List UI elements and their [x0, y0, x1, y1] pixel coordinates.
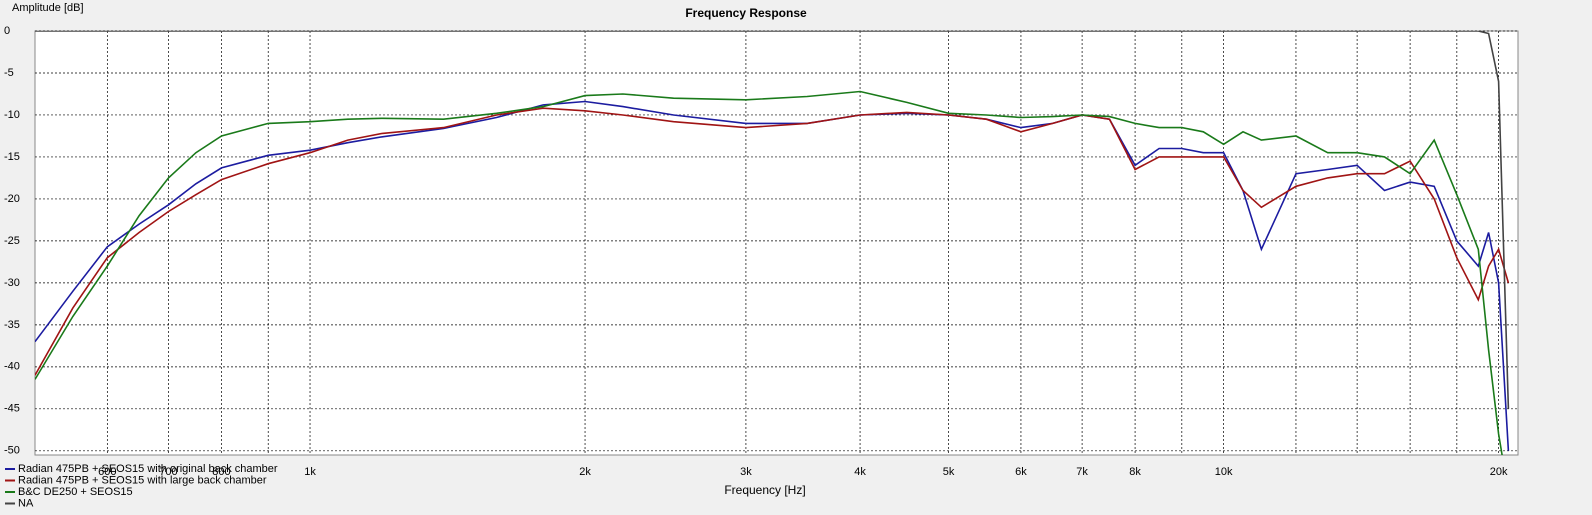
x-axis-label: Frequency [Hz] [724, 483, 805, 497]
x-tick-label: 3k [740, 466, 752, 478]
y-tick-label: -40 [4, 361, 20, 373]
plot-area [34, 30, 1519, 456]
x-tick-label: 600 [98, 466, 116, 478]
x-tick-label: 6k [1015, 466, 1027, 478]
y-tick-label: -25 [4, 235, 20, 247]
x-tick-label: 2k [579, 466, 591, 478]
x-tick-label: 7k [1076, 466, 1088, 478]
x-tick-label: 5k [943, 466, 955, 478]
y-tick-label: -45 [4, 403, 20, 415]
x-tick-label: 800 [212, 466, 230, 478]
y-tick-label: 0 [4, 25, 10, 37]
y-axis-label: Amplitude [dB] [12, 2, 84, 14]
legend-label: Radian 475PB + SEOS15 with original back… [18, 463, 278, 475]
series-line [35, 107, 1510, 376]
x-tick-label: 20k [1490, 466, 1508, 478]
legend: Radian 475PB + SEOS15 with original back… [5, 463, 278, 509]
x-tick-label: 8k [1129, 466, 1141, 478]
series-lines [35, 31, 1510, 455]
x-tick-label: 10k [1215, 466, 1233, 478]
series-line [35, 90, 1503, 455]
y-tick-label: -15 [4, 151, 20, 163]
y-tick-label: -10 [4, 109, 20, 121]
y-tick-label: -30 [4, 277, 20, 289]
legend-label: Radian 475PB + SEOS15 with large back ch… [18, 474, 267, 486]
x-tick-label: 4k [854, 466, 866, 478]
chart-title: Frequency Response [685, 6, 807, 20]
x-tick-label: 1k [304, 466, 316, 478]
y-tick-label: -50 [4, 445, 20, 457]
y-tick-label: -35 [4, 319, 20, 331]
y-tick-label: -20 [4, 193, 20, 205]
x-tick-label: 700 [159, 466, 177, 478]
grid: 0 -5 -10 -15 -20 -25 -30 -35 -40 -45 -50 600 700 800 1… [4, 25, 1518, 478]
legend-label: NA [18, 497, 34, 509]
legend-label: B&C DE250 + SEOS15 [18, 486, 133, 498]
y-tick-label: -5 [4, 67, 14, 79]
